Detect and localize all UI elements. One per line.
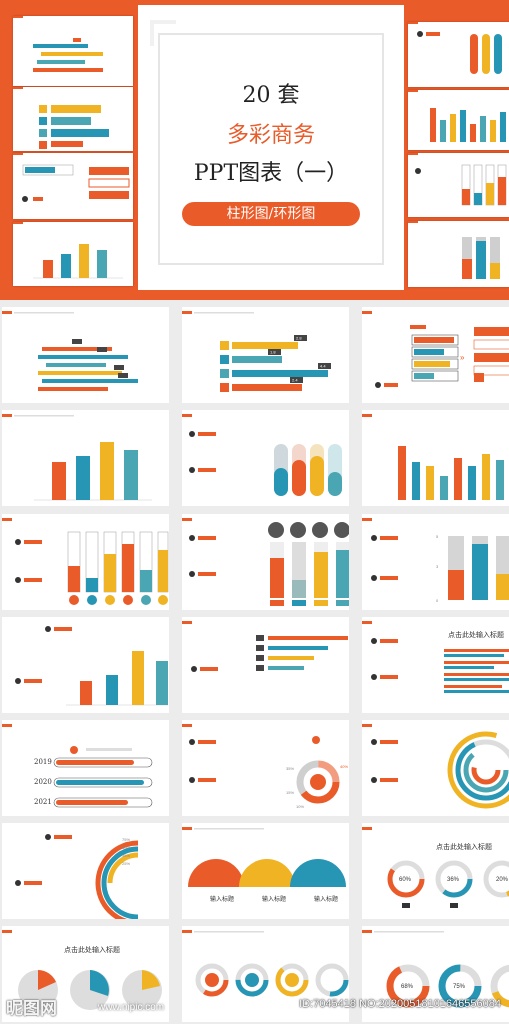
half-ring-pct-2: 50% [122, 845, 130, 850]
scale-label-0: 0 [436, 598, 439, 603]
slide-hbar-labels[interactable] [2, 307, 169, 403]
thumb-right-1[interactable] [408, 22, 509, 87]
slide-icon-donuts[interactable] [182, 926, 349, 1022]
slide-step-columns[interactable] [2, 617, 169, 713]
slide-3d-columns[interactable] [362, 410, 509, 506]
slide-hbar-values[interactable]: 2.8 1.8 4.4 2.4 [182, 307, 349, 403]
donut-pct-60: 60% [399, 877, 412, 883]
watermark-logo: 昵图网 [6, 999, 57, 1019]
gauge-label-3: 输入标题 [314, 895, 338, 903]
year-2020: 2020 [34, 778, 52, 786]
slide-transport-bars[interactable] [182, 617, 349, 713]
big-donut-pct-68: 68% [401, 984, 414, 990]
gauge-label-1: 输入标题 [210, 895, 234, 903]
donut-pct-36: 36% [447, 877, 460, 883]
slide-big-donuts[interactable]: 68% 75% [362, 926, 509, 1022]
half-ring-pct-3: 35% [122, 853, 130, 858]
half-ring-pct-1: 75% [122, 837, 130, 842]
half-ring-pct-4: 25% [122, 861, 130, 866]
ring-pct-1: 40% [340, 764, 348, 769]
ring-pct-2: 35% [286, 766, 294, 771]
slide-half-rings[interactable]: 75% 50% 35% 25% [2, 823, 169, 919]
cover-badge: 柱形图/环形图 [182, 202, 360, 226]
slide-thermometer[interactable]: 2019 2020 2021 [2, 720, 169, 816]
cover-count: 20 套 [242, 83, 300, 108]
cover-frame [158, 33, 384, 265]
big-donut-pct-75: 75% [453, 984, 466, 990]
bar-value-4: 2.4 [292, 378, 298, 383]
bar-value-2: 1.8 [270, 350, 276, 355]
slide-concentric-rings[interactable] [362, 720, 509, 816]
donut-pct-20: 20% [496, 877, 509, 883]
thumb-right-4[interactable] [408, 221, 509, 287]
slide-pies[interactable]: 点击此处输入标题 [2, 926, 169, 1022]
slide-weather-donuts[interactable]: 点击此处输入标题 60% 36% 20% [362, 823, 509, 919]
svg-text:»: » [460, 353, 465, 362]
thumb-left-4[interactable] [13, 222, 133, 286]
slide-gender-ring[interactable]: 40% 35% 15% 10% [182, 720, 349, 816]
watermark-band: 昵图网 www.nipic.com ID:7045418 NO:20200518… [0, 992, 509, 1024]
scale-label-5: 5 [436, 534, 439, 539]
slide-cylinders[interactable] [182, 410, 349, 506]
slide-title-placeholder-3: 点击此处输入标题 [64, 945, 120, 954]
header-banner: 20 套 多彩商务 PPT图表（一） 柱形图/环形图 [0, 0, 509, 300]
watermark-url: www.nipic.com [98, 1002, 165, 1013]
slide-stacked-columns[interactable]: 5 3 0 [362, 514, 509, 610]
slide-battery-bars[interactable]: » [362, 307, 509, 403]
cover-corner-mark [150, 20, 176, 46]
cover-subtitle: PPT图表（一） [193, 161, 349, 186]
slide-title-placeholder-2: 点击此处输入标题 [436, 842, 492, 851]
slide-gauges[interactable]: 输入标题 输入标题 输入标题 [182, 823, 349, 919]
ring-pct-3: 15% [286, 790, 294, 795]
year-2019: 2019 [34, 758, 52, 766]
scale-label-3: 3 [436, 564, 439, 569]
slide-column-arrows[interactable] [2, 410, 169, 506]
thumb-left-3[interactable] [13, 153, 133, 219]
thumb-right-2[interactable] [408, 90, 509, 150]
thumb-right-3[interactable] [408, 153, 509, 217]
ring-pct-4: 10% [296, 804, 304, 809]
thumb-left-2[interactable] [13, 87, 133, 151]
year-2021: 2021 [34, 798, 52, 806]
slide-title-placeholder-1: 点击此处输入标题 [448, 630, 504, 639]
bar-value-3: 4.4 [320, 364, 326, 369]
watermark-id: ID:7045418 NO:20200518101646556084 [299, 998, 501, 1010]
slide-capsule-columns[interactable] [2, 514, 169, 610]
gauge-label-2: 输入标题 [262, 895, 286, 903]
bar-value-1: 2.8 [296, 336, 302, 341]
slide-icon-columns[interactable] [182, 514, 349, 610]
cover-card: 20 套 多彩商务 PPT图表（一） 柱形图/环形图 [138, 5, 404, 290]
thumb-left-1[interactable] [13, 16, 133, 86]
slide-hbar-title[interactable]: 点击此处输入标题 [362, 617, 509, 713]
cover-title: 多彩商务 [226, 123, 315, 148]
